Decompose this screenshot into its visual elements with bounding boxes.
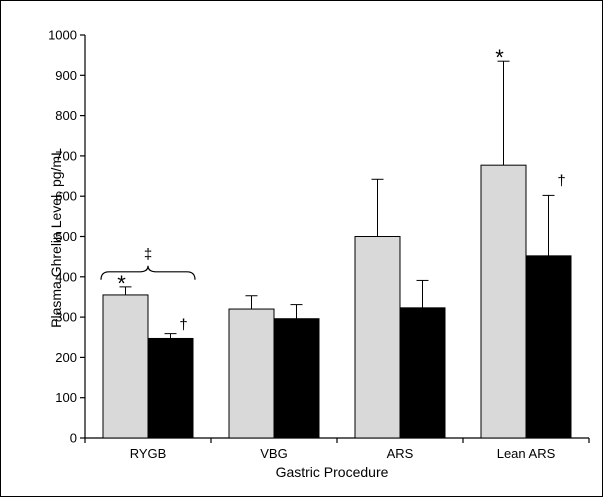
x-tick-label: ARS xyxy=(387,446,414,461)
y-tick-label: 900 xyxy=(55,68,77,83)
bar xyxy=(354,236,401,439)
y-tick-label: 1000 xyxy=(48,28,77,43)
significance-brace xyxy=(100,265,196,280)
axes: 0 100 200 300 400 500 600 700 800 900 1000 RYGB VBG A… xyxy=(48,28,590,461)
bar xyxy=(147,337,194,439)
bar xyxy=(480,164,527,439)
dagger-annotation: † xyxy=(557,172,565,189)
bar xyxy=(399,307,446,439)
y-tick-label: 400 xyxy=(55,269,77,284)
x-tick-label: VBG xyxy=(260,446,287,461)
x-tick-label: Lean ARS xyxy=(497,446,556,461)
asterisk-annotation: * xyxy=(117,271,126,296)
double-dagger-annotation: ‡ xyxy=(144,246,152,263)
y-tick-label: 500 xyxy=(55,229,77,244)
x-axis-label: Gastric Procedure xyxy=(276,464,389,480)
bar xyxy=(525,255,572,439)
y-tick-label: 300 xyxy=(55,310,77,325)
y-tick-label: 0 xyxy=(70,431,77,446)
dagger-annotation: † xyxy=(179,317,187,334)
bar xyxy=(102,294,149,439)
bars xyxy=(102,60,572,439)
y-tick-label: 100 xyxy=(55,390,77,405)
bar xyxy=(228,308,275,439)
y-axis-label: Plasma Ghrelin Level, pg/mL xyxy=(48,148,64,328)
bar xyxy=(273,318,320,439)
annotations: * * † † ‡ xyxy=(100,45,566,334)
y-tick-label: 700 xyxy=(55,148,77,163)
y-tick-label: 200 xyxy=(55,350,77,365)
y-tick-label: 600 xyxy=(55,189,77,204)
x-tick-label: RYGB xyxy=(130,446,167,461)
y-tick-label: 800 xyxy=(55,108,77,123)
asterisk-annotation: * xyxy=(495,45,504,70)
